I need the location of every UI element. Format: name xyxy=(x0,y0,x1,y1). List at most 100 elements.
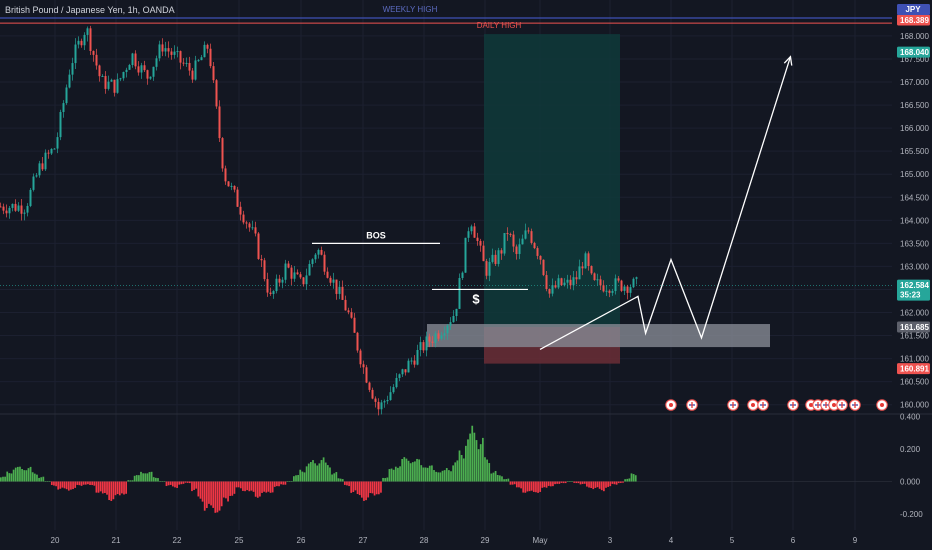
osc-bar xyxy=(273,481,276,487)
candle-body xyxy=(416,349,419,365)
candle-body xyxy=(578,266,581,280)
event-flag-icon[interactable] xyxy=(757,399,769,411)
osc-bar xyxy=(208,481,210,504)
osc-bar xyxy=(469,433,471,482)
event-flag-icon[interactable] xyxy=(747,399,759,411)
osc-bar xyxy=(609,481,612,487)
event-flag-icon[interactable] xyxy=(836,399,848,411)
candle-body xyxy=(89,28,92,51)
candle-body xyxy=(194,60,197,80)
osc-bar xyxy=(418,459,421,482)
event-flag-icon[interactable] xyxy=(787,399,799,411)
osc-bar xyxy=(182,481,185,484)
event-flag-icon[interactable] xyxy=(665,399,677,411)
candle-body xyxy=(35,175,38,177)
price-tick: 163.000 xyxy=(900,262,929,271)
osc-bar xyxy=(435,471,438,482)
candle-body xyxy=(326,271,329,278)
osc-bar xyxy=(144,473,147,482)
candle-body xyxy=(320,249,323,255)
osc-bar xyxy=(121,481,123,494)
osc-bar xyxy=(539,481,542,492)
candle-body xyxy=(596,279,599,281)
osc-bar xyxy=(135,475,138,482)
osc-bar xyxy=(205,481,208,509)
candle-body xyxy=(98,65,101,77)
osc-bar xyxy=(537,481,539,493)
weekly-high-badge[interactable]: 168.389 xyxy=(897,14,930,26)
candle-body xyxy=(542,259,545,276)
event-flag-icon[interactable] xyxy=(686,399,698,411)
currency-badge[interactable]: JPY xyxy=(897,4,930,15)
candle-body xyxy=(398,374,401,378)
osc-bar xyxy=(4,476,6,482)
osc-bar xyxy=(312,460,314,482)
osc-bar xyxy=(269,481,272,493)
candle-body xyxy=(566,279,569,283)
osc-bar xyxy=(231,481,234,496)
osc-bar xyxy=(405,458,408,482)
time-tick: 25 xyxy=(235,536,244,545)
event-flag-icon[interactable] xyxy=(876,399,888,411)
osc-bar xyxy=(237,481,240,488)
time-tick: 6 xyxy=(791,536,796,545)
osc-bar xyxy=(233,481,236,494)
osc-bar xyxy=(329,467,331,482)
price-tick: 167.500 xyxy=(900,55,929,64)
osc-bar xyxy=(95,481,98,493)
entry-price-badge[interactable]: 161.685 xyxy=(897,321,930,333)
candle-body xyxy=(446,325,449,334)
events-row[interactable] xyxy=(665,399,888,411)
osc-bar xyxy=(431,465,433,482)
price-tick: 160.000 xyxy=(900,401,929,410)
projected-path[interactable] xyxy=(539,56,792,350)
candle-body xyxy=(140,65,143,73)
candle-body xyxy=(23,212,26,214)
osc-bar xyxy=(46,481,49,482)
candle-body xyxy=(164,48,167,52)
osc-bar xyxy=(50,481,53,485)
candles xyxy=(0,25,638,416)
candle-body xyxy=(374,398,377,402)
osc-bar xyxy=(479,444,482,482)
osc-bar xyxy=(6,471,9,482)
event-flag-icon[interactable] xyxy=(727,399,739,411)
candle-body xyxy=(323,254,326,272)
candle-body xyxy=(302,277,305,285)
osc-bar xyxy=(596,481,599,488)
candle-body xyxy=(434,333,437,343)
candle-body xyxy=(44,152,47,170)
osc-bar xyxy=(210,481,212,506)
osc-bar xyxy=(76,481,79,485)
dollar-label: $ xyxy=(472,291,480,306)
osc-bar xyxy=(566,481,569,482)
candle-body xyxy=(587,253,590,267)
candle-body xyxy=(410,360,413,362)
osc-bar xyxy=(318,463,321,482)
demand-zone[interactable] xyxy=(427,324,770,348)
candle-body xyxy=(0,206,2,208)
osc-bar xyxy=(191,481,193,492)
event-flag-icon[interactable] xyxy=(849,399,861,411)
time-tick: 22 xyxy=(173,536,182,545)
candle-body xyxy=(152,66,155,77)
osc-bar xyxy=(259,481,261,497)
osc-bar xyxy=(348,481,350,487)
candle-body xyxy=(602,285,605,292)
price-tick: 161.000 xyxy=(900,355,929,364)
time-axis[interactable]: 20 21 22 25 26 27 28 29 May 3 4 5 6 9 xyxy=(51,536,858,545)
price-axis[interactable]: 160.000 160.500 161.000 161.500 162.000 162.5… xyxy=(897,4,930,519)
osc-bar xyxy=(152,477,155,482)
osc-bar xyxy=(426,467,429,482)
osc-bar xyxy=(394,466,397,482)
osc-bar xyxy=(445,468,448,482)
candle-body xyxy=(380,402,383,410)
candle-body xyxy=(74,44,77,64)
event-flag-icon[interactable] xyxy=(828,399,840,411)
stop-price-badge[interactable]: 160.891 xyxy=(897,363,930,375)
top-price-badge[interactable]: 168.040 xyxy=(897,46,930,58)
candle-body xyxy=(227,181,230,187)
osc-bar xyxy=(409,463,412,482)
